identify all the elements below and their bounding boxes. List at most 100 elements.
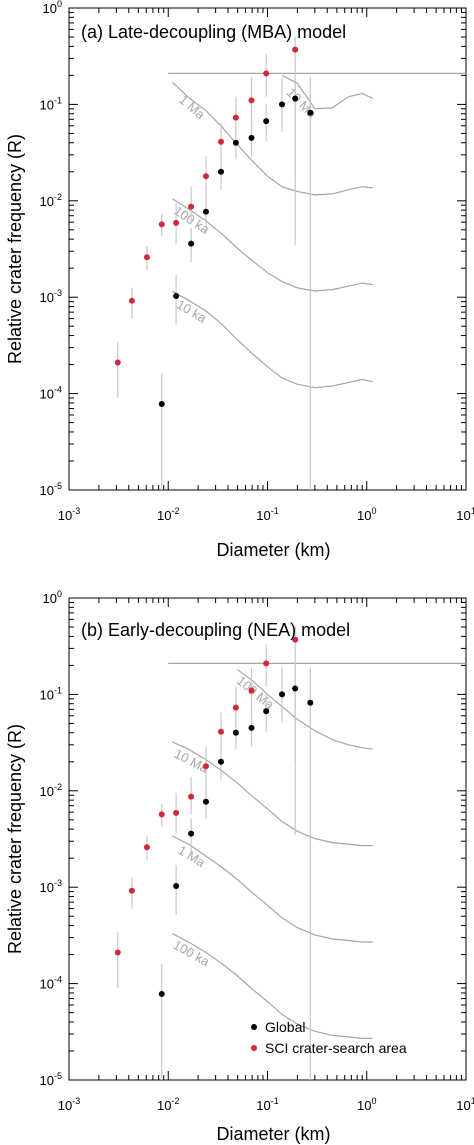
model-curve [172, 290, 373, 389]
x-axis-label: Diameter (km) [216, 1124, 330, 1144]
model-curve-label: 100 Ma [234, 673, 278, 713]
global-point [158, 401, 165, 408]
axis-ticks [68, 597, 467, 1081]
panel-title: (a) Late-decoupling (MBA) model [81, 22, 346, 42]
x-tick-label: 10-1 [256, 1096, 278, 1113]
global-point [307, 109, 314, 116]
legend-marker-global [251, 1024, 257, 1030]
sci-point [263, 70, 270, 77]
y-tick-label: 10-5 [40, 1071, 62, 1088]
sci-point [173, 809, 180, 816]
model-curve-label: 100 ka [171, 937, 213, 970]
model-curve [171, 81, 373, 196]
model-curve [237, 669, 373, 750]
x-tick-label: 10-2 [157, 1096, 179, 1113]
y-tick-label: 10-4 [40, 975, 62, 992]
model-curve-label: 1 Ma [175, 842, 208, 870]
sci-point [143, 844, 150, 851]
sci-point [128, 297, 135, 304]
legend-label-sci: SCI crater-search area [265, 1040, 407, 1056]
global-point [248, 134, 255, 141]
tick-labels: 10-3 10-2 10-1 100 101 100 10-1 10-2 10-3 10-4 10-… [40, 0, 474, 523]
tick-labels: 10-3 10-2 10-1 100 101 100 10-1 10-2 10-3 10-4 10-… [40, 589, 474, 1113]
sci-point [188, 793, 195, 800]
sci-point [114, 949, 121, 956]
sci-point [232, 704, 239, 711]
global-point [232, 729, 239, 736]
x-tick-label: 10-2 [157, 506, 179, 523]
sci-point [143, 254, 150, 261]
global-point [248, 724, 255, 731]
x-tick-label: 101 [456, 506, 474, 523]
sci-point [158, 221, 165, 228]
plot-frame [68, 7, 467, 491]
sci-point [248, 97, 255, 104]
global-point [279, 101, 286, 108]
y-tick-label: 10-1 [40, 685, 62, 702]
model-curve [281, 74, 374, 110]
global-point [307, 699, 314, 706]
y-tick-label: 10-1 [40, 95, 62, 112]
global-point [173, 882, 180, 889]
global-point [188, 830, 195, 837]
y-tick-label: 10-4 [40, 385, 62, 402]
model-curve-label: 1 Ma [176, 92, 208, 123]
global-point [263, 118, 270, 125]
x-tick-label: 10-1 [256, 506, 278, 523]
y-tick-label: 10-5 [40, 481, 62, 498]
sci-point [202, 173, 209, 180]
y-tick-label: 100 [43, 589, 62, 606]
axis-ticks [68, 7, 467, 491]
panel-title: (b) Early-decoupling (NEA) model [81, 620, 350, 640]
y-tick-label: 10-3 [40, 288, 62, 305]
y-tick-label: 10-3 [40, 878, 62, 895]
model-curve [172, 198, 373, 292]
sci-point [263, 660, 270, 667]
x-tick-label: 100 [357, 506, 376, 523]
y-tick-label: 10-2 [40, 782, 62, 799]
y-axis-label: Relative crater frequency (R) [5, 134, 25, 364]
sci-point [173, 219, 180, 226]
legend-label-global: Global [265, 1019, 305, 1035]
sci-point [292, 46, 299, 53]
global-point [202, 208, 209, 215]
global-point [158, 991, 165, 998]
y-tick-label: 100 [43, 0, 62, 16]
x-tick-label: 101 [456, 1096, 474, 1113]
x-tick-label: 10-3 [58, 1096, 80, 1113]
legend-marker-sci [251, 1045, 257, 1051]
sci-point [158, 811, 165, 818]
sci-point [217, 138, 224, 145]
data-points [114, 636, 314, 998]
sci-point [114, 359, 121, 366]
sci-point [128, 887, 135, 894]
plot-frame [68, 597, 467, 1081]
sci-point [202, 763, 209, 770]
global-point [188, 240, 195, 247]
global-point [292, 95, 299, 102]
global-point [173, 292, 180, 299]
model-curve-label: 10 ka [174, 297, 210, 326]
model-curve [172, 933, 373, 1039]
sci-point [217, 728, 224, 735]
sci-point [232, 114, 239, 121]
global-point [202, 798, 209, 805]
y-axis-label: Relative crater frequency (R) [5, 724, 25, 954]
global-point [292, 685, 299, 692]
y-tick-label: 10-2 [40, 192, 62, 209]
global-point [263, 708, 270, 715]
global-point [217, 168, 224, 175]
global-point [279, 691, 286, 698]
sci-point [248, 687, 255, 694]
global-point [217, 758, 224, 765]
sci-point [188, 203, 195, 210]
sci-point [292, 636, 299, 643]
model-curve [172, 741, 373, 847]
x-axis-label: Diameter (km) [216, 540, 330, 560]
model-curve [172, 835, 373, 943]
